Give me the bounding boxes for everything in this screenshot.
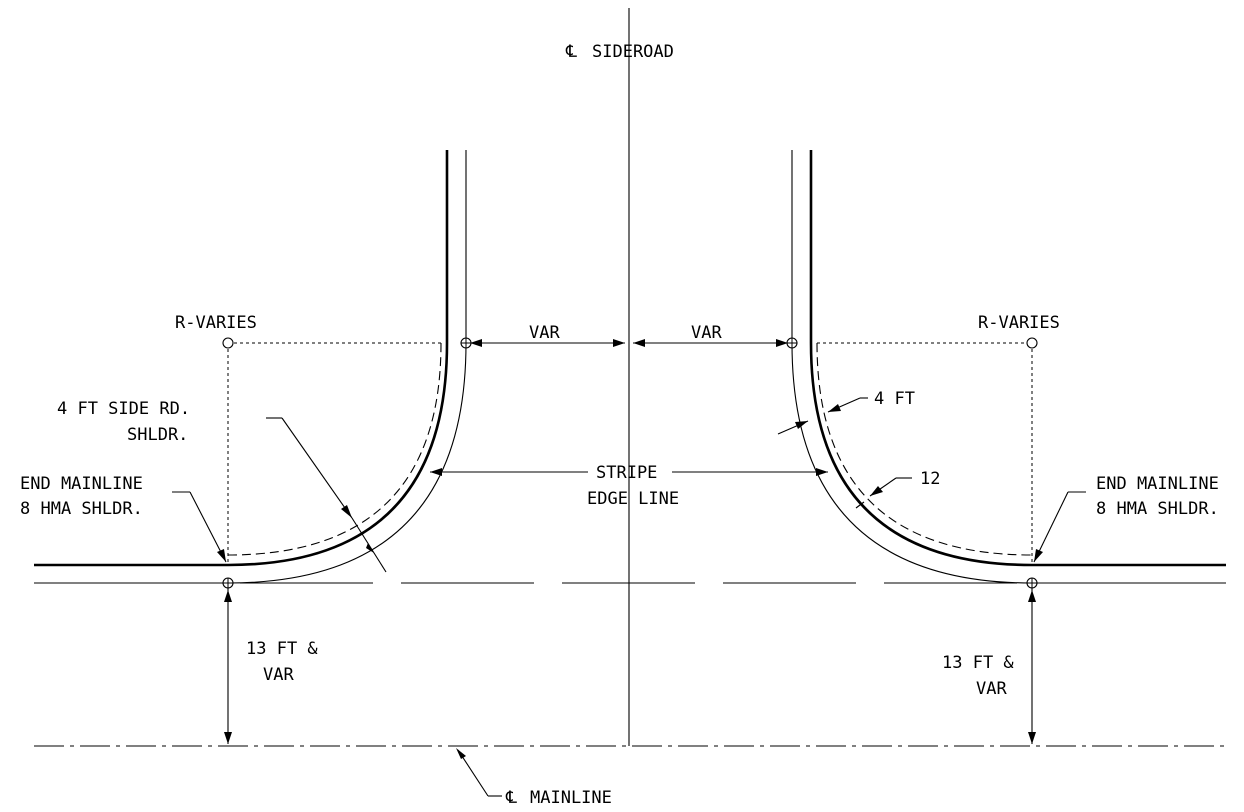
cl-sideroad-label: SIDEROAD — [592, 42, 674, 62]
r-varies-left-label: R-VARIES — [175, 313, 257, 333]
dim-left-label-2: VAR — [263, 665, 294, 685]
mainline-cl-leader — [456, 748, 502, 797]
right-pt-marker — [1026, 577, 1038, 589]
right-radius-center — [1026, 337, 1038, 349]
var-right-label: VAR — [691, 323, 722, 343]
left-radius-center — [222, 337, 234, 349]
side-shoulder-label-1: 4 FT SIDE RD. — [57, 399, 190, 419]
right-curve-thick — [809, 342, 1033, 567]
mainline-offset-dimension-left — [224, 588, 232, 744]
stripe-leader-left — [430, 468, 588, 476]
var-dimension-right — [633, 339, 788, 347]
end-mainline-leader-left — [172, 491, 227, 563]
end-mainline-leader-right — [1033, 491, 1086, 563]
dim-right-label-1: 13 FT & — [942, 653, 1014, 673]
end-mainline-left-label-1: END MAINLINE — [20, 474, 143, 494]
cl-symbol-mainline: ℄ — [505, 788, 517, 808]
side-shoulder-label-2: SHLDR. — [127, 425, 188, 445]
cl-symbol-sideroad: ℄ — [565, 42, 577, 62]
right-curve-thin — [791, 342, 1033, 584]
end-mainline-left-label-2: 8 HMA SHLDR. — [20, 499, 143, 519]
left-offset-dimension — [351, 517, 387, 573]
right-pc-marker — [786, 337, 798, 349]
dim-left-label-1: 13 FT & — [246, 639, 318, 659]
r-varies-right-label: R-VARIES — [978, 313, 1060, 333]
left-curve-thin — [227, 342, 467, 584]
var-left-label: VAR — [529, 323, 560, 343]
stripe-label-1: STRIPE — [596, 463, 657, 483]
cl-mainline-label: MAINLINE — [530, 788, 612, 808]
left-curve-dashed — [227, 342, 442, 556]
side-shoulder-leader — [266, 417, 353, 519]
mainline-offset-dimension-right — [1028, 588, 1036, 744]
twelve-leader — [855, 477, 912, 509]
four-ft-label: 4 FT — [874, 389, 915, 409]
end-mainline-right-label-2: 8 HMA SHLDR. — [1096, 499, 1219, 519]
left-curve-thick — [227, 342, 449, 567]
right-curve-dashed — [816, 342, 1033, 556]
left-pc-marker — [460, 337, 472, 349]
var-dimension-left — [470, 339, 625, 347]
stripe-label-2: EDGE LINE — [587, 489, 679, 509]
end-mainline-right-label-1: END MAINLINE — [1096, 474, 1219, 494]
twelve-label: 12 — [920, 469, 940, 489]
four-ft-leader — [777, 397, 868, 435]
dim-right-label-2: VAR — [976, 679, 1007, 699]
stripe-leader-right — [672, 468, 828, 476]
left-pt-marker — [222, 577, 234, 589]
